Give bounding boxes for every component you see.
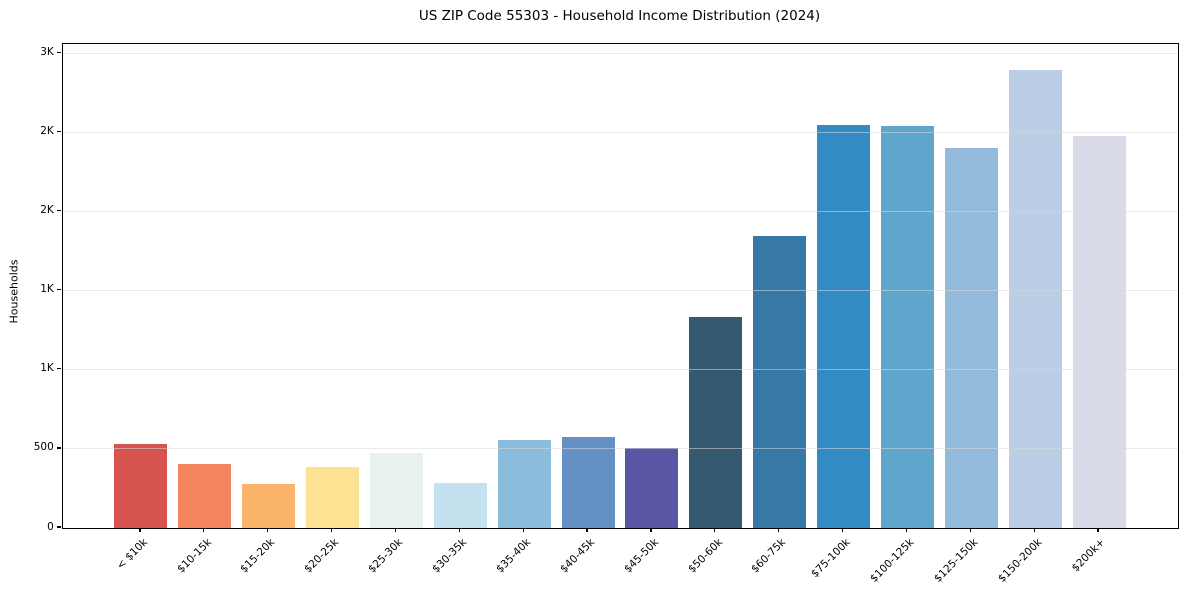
y-tick-mark <box>56 130 61 133</box>
plot-area <box>62 43 1179 529</box>
bar <box>880 126 934 528</box>
gridline <box>63 448 1178 450</box>
x-tick-mark <box>841 528 844 533</box>
y-tick-mark <box>56 210 61 212</box>
bar <box>114 444 168 528</box>
y-tick-mark <box>56 368 61 370</box>
x-tick-label: $25-30k <box>366 536 406 576</box>
gridline <box>63 290 1178 292</box>
x-tick-label: $125-150k <box>931 536 981 585</box>
x-tick-label: $100-125k <box>867 536 917 585</box>
x-tick-mark <box>650 528 652 533</box>
x-tick-mark <box>330 528 333 533</box>
x-tick-label: $10-15k <box>174 536 214 576</box>
y-tick-mark <box>56 526 61 528</box>
x-tick-label: $200k+ <box>1069 536 1108 575</box>
bar <box>753 236 807 528</box>
y-tick-mark <box>56 51 61 54</box>
x-tick-label: $50-60k <box>685 536 725 576</box>
x-tick-label: $15-20k <box>238 536 278 576</box>
gridline <box>63 211 1178 213</box>
gridline <box>63 132 1178 134</box>
bar <box>242 483 296 528</box>
x-tick-label: $75-100k <box>808 536 853 581</box>
bar <box>689 316 743 528</box>
bar <box>817 124 871 528</box>
bar <box>497 440 551 528</box>
x-tick-mark <box>203 528 205 533</box>
y-tick-label: 1K <box>40 362 54 375</box>
y-tick-mark <box>56 289 61 291</box>
y-tick-label: 1K <box>40 283 54 296</box>
x-tick-mark <box>458 528 460 533</box>
x-tick-mark <box>1097 528 1099 533</box>
bar <box>1008 70 1062 528</box>
x-tick-mark <box>586 528 588 533</box>
x-tick-mark <box>905 528 908 533</box>
bar <box>178 463 232 528</box>
bar <box>1072 135 1126 528</box>
x-tick-mark <box>139 528 141 533</box>
x-tick-label: $20-25k <box>302 536 342 576</box>
bar <box>944 147 998 528</box>
y-tick-label: 500 <box>33 441 54 454</box>
x-tick-mark <box>714 528 716 533</box>
y-tick-label: 3K <box>40 45 54 58</box>
x-tick-mark <box>267 528 269 533</box>
gridline <box>63 369 1178 371</box>
chart-title: US ZIP Code 55303 - Household Income Dis… <box>418 8 821 24</box>
bar <box>561 437 615 528</box>
x-tick-label: $40-45k <box>557 536 597 576</box>
x-tick-label: < $10k <box>114 536 150 572</box>
x-tick-mark <box>778 528 780 533</box>
y-tick-mark <box>56 447 61 449</box>
y-tick-label: 0 <box>47 520 54 533</box>
x-tick-label: $150-200k <box>995 536 1044 585</box>
bar <box>369 452 423 528</box>
bar <box>625 448 679 528</box>
x-tick-mark <box>1033 528 1035 533</box>
bar <box>433 482 487 528</box>
x-tick-label: $45-50k <box>621 536 661 576</box>
x-tick-label: $60-75k <box>749 536 789 576</box>
x-tick-mark <box>969 528 971 533</box>
gridline <box>63 52 1178 54</box>
y-tick-label: 2K <box>40 125 54 138</box>
x-tick-label: $30-35k <box>430 536 470 576</box>
bar <box>306 467 360 528</box>
x-tick-mark <box>522 528 524 533</box>
x-tick-mark <box>394 528 397 533</box>
x-tick-label: $35-40k <box>493 536 533 576</box>
y-tick-label: 2K <box>40 204 54 217</box>
